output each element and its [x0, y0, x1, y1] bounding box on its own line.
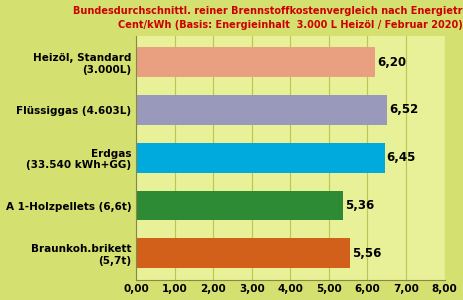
Bar — [136, 191, 343, 220]
Bar — [136, 143, 385, 172]
Bar — [136, 238, 350, 268]
Text: 5,56: 5,56 — [352, 247, 382, 260]
Text: 5,36: 5,36 — [344, 199, 374, 212]
Title: Bundesdurchschnittl. reiner Brennstoffkostenvergleich nach Energieträgern in
Cen: Bundesdurchschnittl. reiner Brennstoffko… — [73, 6, 463, 30]
Bar — [136, 95, 388, 125]
Text: 6,52: 6,52 — [389, 103, 419, 116]
Text: 6,45: 6,45 — [387, 151, 416, 164]
Bar — [136, 47, 375, 77]
Text: 6,20: 6,20 — [377, 56, 406, 69]
